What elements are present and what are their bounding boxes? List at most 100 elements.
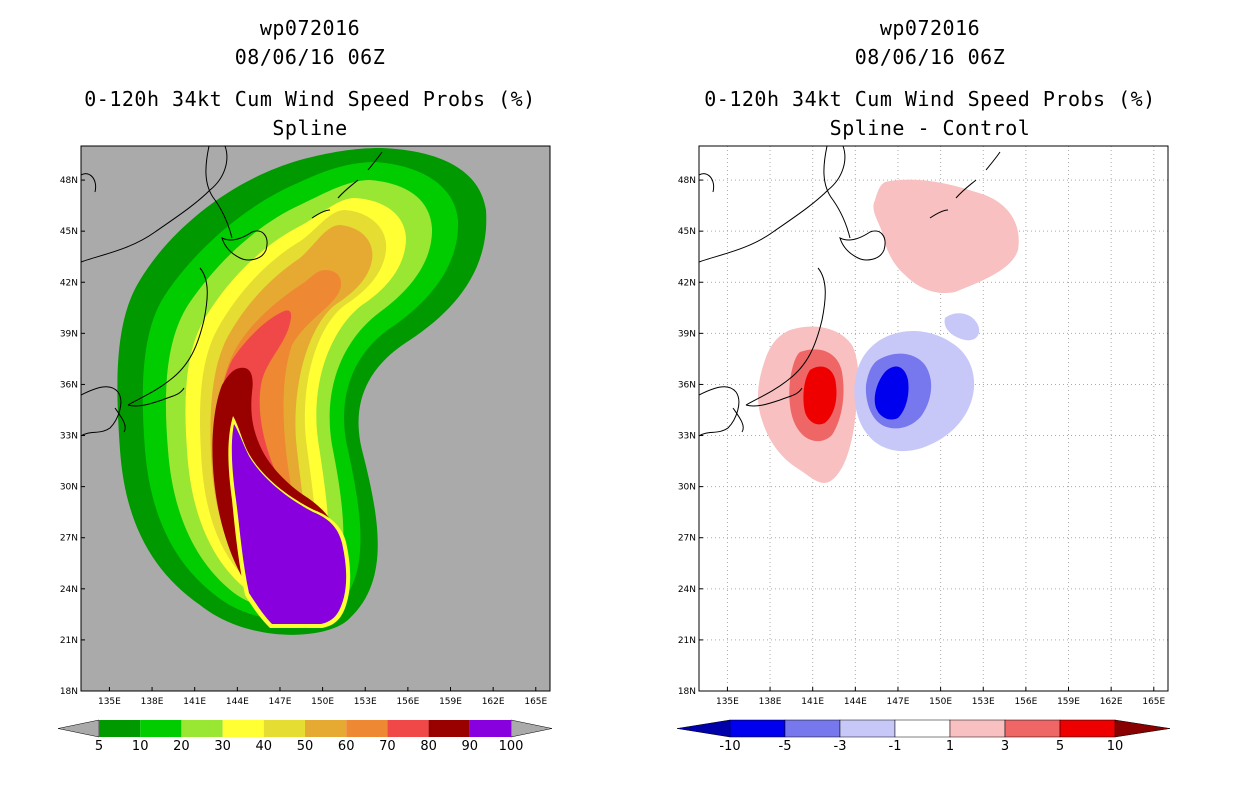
- colorbar-label-60: 60: [338, 739, 355, 754]
- colorbar-swatch-30: [222, 720, 264, 737]
- x-tick-label-147E: 147E: [269, 697, 292, 707]
- right-title-method: Spline - Control: [829, 116, 1031, 140]
- diff-positive-5-west: [803, 366, 837, 425]
- left-probability-field: [117, 148, 487, 635]
- hokkaido: [839, 230, 886, 261]
- sakhalin: [823, 146, 851, 239]
- kuril-islands-1: [311, 209, 331, 219]
- x-tick-label-147E: 147E: [887, 697, 910, 707]
- y-tick-label-18N: 18N: [678, 687, 696, 697]
- kuril-islands-2: [337, 179, 359, 199]
- colorbar-swatch-20: [181, 720, 223, 737]
- colorbar-label--5: -5: [779, 739, 792, 754]
- y-tick-label-24N: 24N: [678, 585, 696, 595]
- x-tick-label-138E: 138E: [141, 697, 164, 707]
- kyushu-coast: [114, 407, 126, 433]
- colorbar-label-5: 5: [95, 739, 103, 754]
- colorbar-label-5: 5: [1056, 739, 1064, 754]
- x-tick-label-156E: 156E: [1014, 697, 1037, 707]
- x-tick-label-141E: 141E: [801, 697, 824, 707]
- colorbar-label--3: -3: [834, 739, 847, 754]
- x-tick-label-138E: 138E: [759, 697, 782, 707]
- y-tick-label-36N: 36N: [60, 380, 78, 390]
- left-panel-title: wp072016 08/06/16 06Z 0-120h 34kt Cum Wi…: [60, 14, 560, 143]
- honshu-coast: [745, 267, 826, 406]
- y-tick-label-48N: 48N: [678, 176, 696, 186]
- colorbar-label-10: 10: [132, 739, 149, 754]
- x-tick-label-156E: 156E: [396, 697, 419, 707]
- x-tick-label-159E: 159E: [1057, 697, 1080, 707]
- x-tick-label-135E: 135E: [98, 697, 121, 707]
- y-tick-label-39N: 39N: [60, 329, 78, 339]
- colorbar-swatch-10: [140, 720, 182, 737]
- sakhalin: [205, 146, 233, 239]
- colorbar-label-40: 40: [256, 739, 273, 754]
- y-tick-label-24N: 24N: [60, 585, 78, 595]
- right-difference-field: [758, 179, 1019, 483]
- right-title-product: 0-120h 34kt Cum Wind Speed Probs (%): [704, 87, 1156, 111]
- y-tick-label-30N: 30N: [678, 483, 696, 493]
- left-title-storm: wp072016: [259, 16, 361, 40]
- y-tick-label-21N: 21N: [678, 636, 696, 646]
- diff-negative-5-main: [874, 366, 909, 420]
- right-coastlines: [699, 146, 1001, 437]
- y-tick-label-39N: 39N: [678, 329, 696, 339]
- y-tick-label-27N: 27N: [678, 534, 696, 544]
- x-tick-label-153E: 153E: [972, 697, 995, 707]
- colorbar-swatch-0: [729, 719, 786, 738]
- right-colorbar: -10 -5 -3 -1 1 3 5 10: [676, 719, 1171, 754]
- x-tick-label-162E: 162E: [1100, 697, 1123, 707]
- right-panel-title: wp072016 08/06/16 06Z 0-120h 34kt Cum Wi…: [680, 14, 1180, 143]
- x-tick-label-150E: 150E: [929, 697, 952, 707]
- colorbar-swatch-60: [346, 720, 388, 737]
- x-tick-label-150E: 150E: [311, 697, 334, 707]
- x-tick-label-165E: 165E: [524, 697, 547, 707]
- y-tick-label-42N: 42N: [678, 278, 696, 288]
- x-tick-label-159E: 159E: [439, 697, 462, 707]
- y-tick-label-30N: 30N: [60, 483, 78, 493]
- x-tick-label-162E: 162E: [482, 697, 505, 707]
- korea-peninsula: [81, 386, 122, 437]
- colorbar-label-100: 100: [499, 739, 524, 754]
- y-tick-label-27N: 27N: [60, 534, 78, 544]
- left-title-method: Spline: [272, 116, 348, 140]
- colorbar-label-30: 30: [214, 739, 231, 754]
- right-map-frame: [698, 145, 1169, 692]
- colorbar-label-50: 50: [297, 739, 314, 754]
- kuril-islands-3: [367, 151, 383, 171]
- kuril-islands-3: [985, 151, 1001, 171]
- colorbar-swatch-1: [784, 719, 841, 738]
- colorbar-label-1: 1: [946, 739, 954, 754]
- colorbar-label-90: 90: [462, 739, 479, 754]
- kuril-islands-1: [929, 209, 949, 219]
- colorbar-label-20: 20: [173, 739, 190, 754]
- left-map-frame: [80, 145, 551, 692]
- colorbar-label--10: -10: [719, 739, 740, 754]
- y-tick-label-33N: 33N: [678, 432, 696, 442]
- colorbar-swatch-80: [428, 720, 470, 737]
- x-tick-label-144E: 144E: [226, 697, 249, 707]
- colorbar-label-70: 70: [379, 739, 396, 754]
- colorbar-swatch-5: [1004, 719, 1061, 738]
- x-tick-label-135E: 135E: [716, 697, 739, 707]
- colorbar-swatch-5: [99, 720, 141, 737]
- x-tick-label-165E: 165E: [1142, 697, 1165, 707]
- kuril-islands-2: [955, 179, 977, 199]
- left-coastlines: [81, 146, 383, 437]
- colorbar-label-3: 3: [1001, 739, 1009, 754]
- y-tick-label-42N: 42N: [60, 278, 78, 288]
- y-tick-label-21N: 21N: [60, 636, 78, 646]
- colorbar-swatch-2: [839, 719, 896, 738]
- colorbar-right-arrow: [1114, 719, 1171, 738]
- left-title-time: 08/06/16 06Z: [234, 45, 386, 69]
- colorbar-swatch-40: [263, 720, 305, 737]
- x-tick-label-144E: 144E: [844, 697, 867, 707]
- y-tick-label-45N: 45N: [60, 227, 78, 237]
- y-tick-label-18N: 18N: [60, 687, 78, 697]
- shikoku-coast: [745, 387, 803, 407]
- korea-north-coast: [81, 173, 97, 193]
- prob-contour-100: [231, 424, 347, 624]
